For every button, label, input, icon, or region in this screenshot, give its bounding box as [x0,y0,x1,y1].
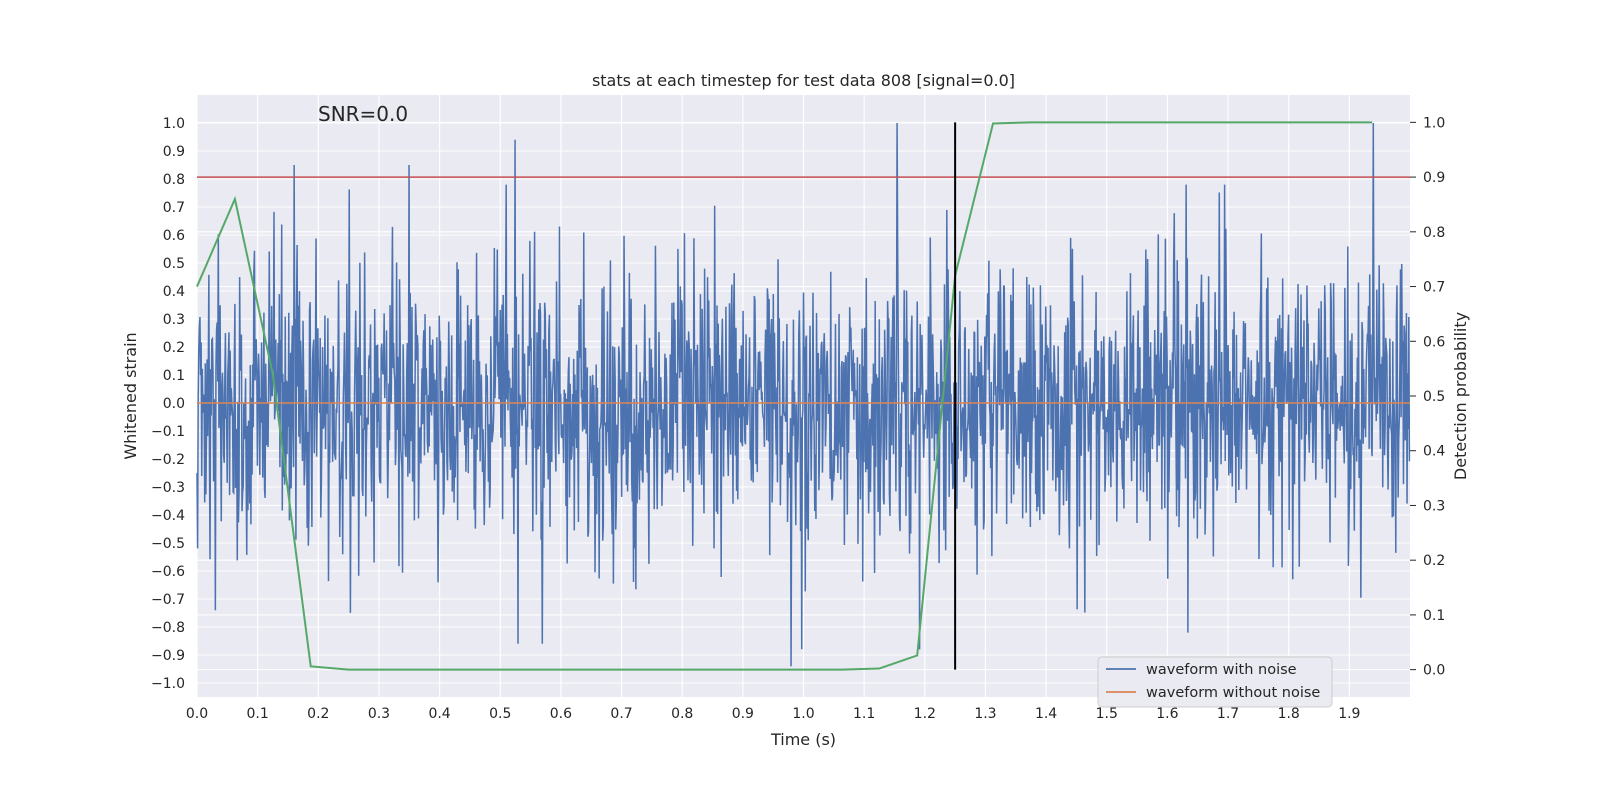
y-tick-label: 0.6 [163,228,185,244]
x-tick-label: 1.2 [914,706,936,722]
x-tick-label: 0.1 [247,706,269,722]
y-tick-label: −0.3 [151,480,185,496]
y-right-tick-label: 0.2 [1423,553,1445,569]
y-right-tick-label: 0.9 [1423,170,1445,186]
y-tick-label: 0.8 [163,172,185,188]
y-right-tick-label: 0.5 [1423,389,1445,405]
y-tick-label: 0.2 [163,340,185,356]
ticks-layer: 0.0 0.1 0.2 0.3 0.4 0.5 0.6 0.7 0.8 0.9 1.0 1.1 1.2 1… [151,115,1445,722]
y-tick-label: 0.3 [163,312,185,328]
y-right-tick-label: 0.6 [1423,334,1445,350]
legend-label-noise: waveform with noise [1146,662,1297,678]
x-tick-label: 0.9 [732,706,754,722]
snr-annotation: SNR=0.0 [318,102,408,126]
x-tick-label: 1.8 [1278,706,1300,722]
x-tick-label: 0.3 [368,706,390,722]
y-tick-label: −0.2 [151,452,185,468]
y-tick-label: 0.9 [163,144,185,160]
y-right-tick-label: 0.7 [1423,280,1445,296]
y-tick-label: 0.1 [163,368,185,384]
x-tick-label: 1.4 [1035,706,1057,722]
series-layer [196,121,1411,671]
y-right-tick-label: 0.8 [1423,225,1445,241]
x-tick-label: 0.6 [550,706,572,722]
x-tick-label: 1.3 [974,706,996,722]
x-tick-label: 0.4 [428,706,450,722]
y-tick-label: 0.0 [163,396,185,412]
y-tick-label: −0.6 [151,564,185,580]
chart-title: stats at each timestep for test data 808… [592,71,1015,90]
legend: waveform with noise waveform without noi… [1097,656,1333,708]
x-tick-label: 0.0 [186,706,208,722]
legend-box [1097,656,1333,708]
y-tick-label: −0.7 [151,592,185,608]
x-tick-label: 0.2 [307,706,329,722]
y-axis-right-label: Detection probability [1451,312,1470,480]
y-right-tick-label: 0.4 [1423,444,1445,460]
y-tick-label: −0.1 [151,424,185,440]
x-tick-label: 1.6 [1156,706,1178,722]
y-right-tick-label: 0.0 [1423,663,1445,679]
x-tick-label: 1.1 [853,706,875,722]
y-tick-label: 0.7 [163,200,185,216]
y-tick-label: 0.4 [163,284,185,300]
y-right-tick-label: 0.3 [1423,498,1445,514]
y-tick-label: −0.4 [151,508,185,524]
x-tick-label: 0.5 [489,706,511,722]
y-tick-label: −0.8 [151,620,185,636]
y-right-tick-label: 0.1 [1423,608,1445,624]
y-tick-label: 1.0 [163,116,185,132]
detection-probability-line [196,121,1373,671]
y-tick-label: −0.9 [151,648,185,664]
x-tick-label: 0.7 [610,706,632,722]
x-tick-label: 1.5 [1096,706,1118,722]
y-right-tick-label: 1.0 [1423,115,1445,131]
waveform-with-noise-line [196,122,1411,667]
y-tick-label: −0.5 [151,536,185,552]
legend-label-clean: waveform without noise [1146,685,1320,701]
y-tick-label: 0.5 [163,256,185,272]
y-axis-label: Whitened strain [121,332,140,459]
x-tick-label: 1.9 [1338,706,1360,722]
y-tick-label: −1.0 [151,676,185,692]
x-tick-label: 1.0 [792,706,814,722]
x-tick-label: 1.7 [1217,706,1239,722]
x-axis-label: Time (s) [770,730,836,749]
x-tick-label: 0.8 [671,706,693,722]
